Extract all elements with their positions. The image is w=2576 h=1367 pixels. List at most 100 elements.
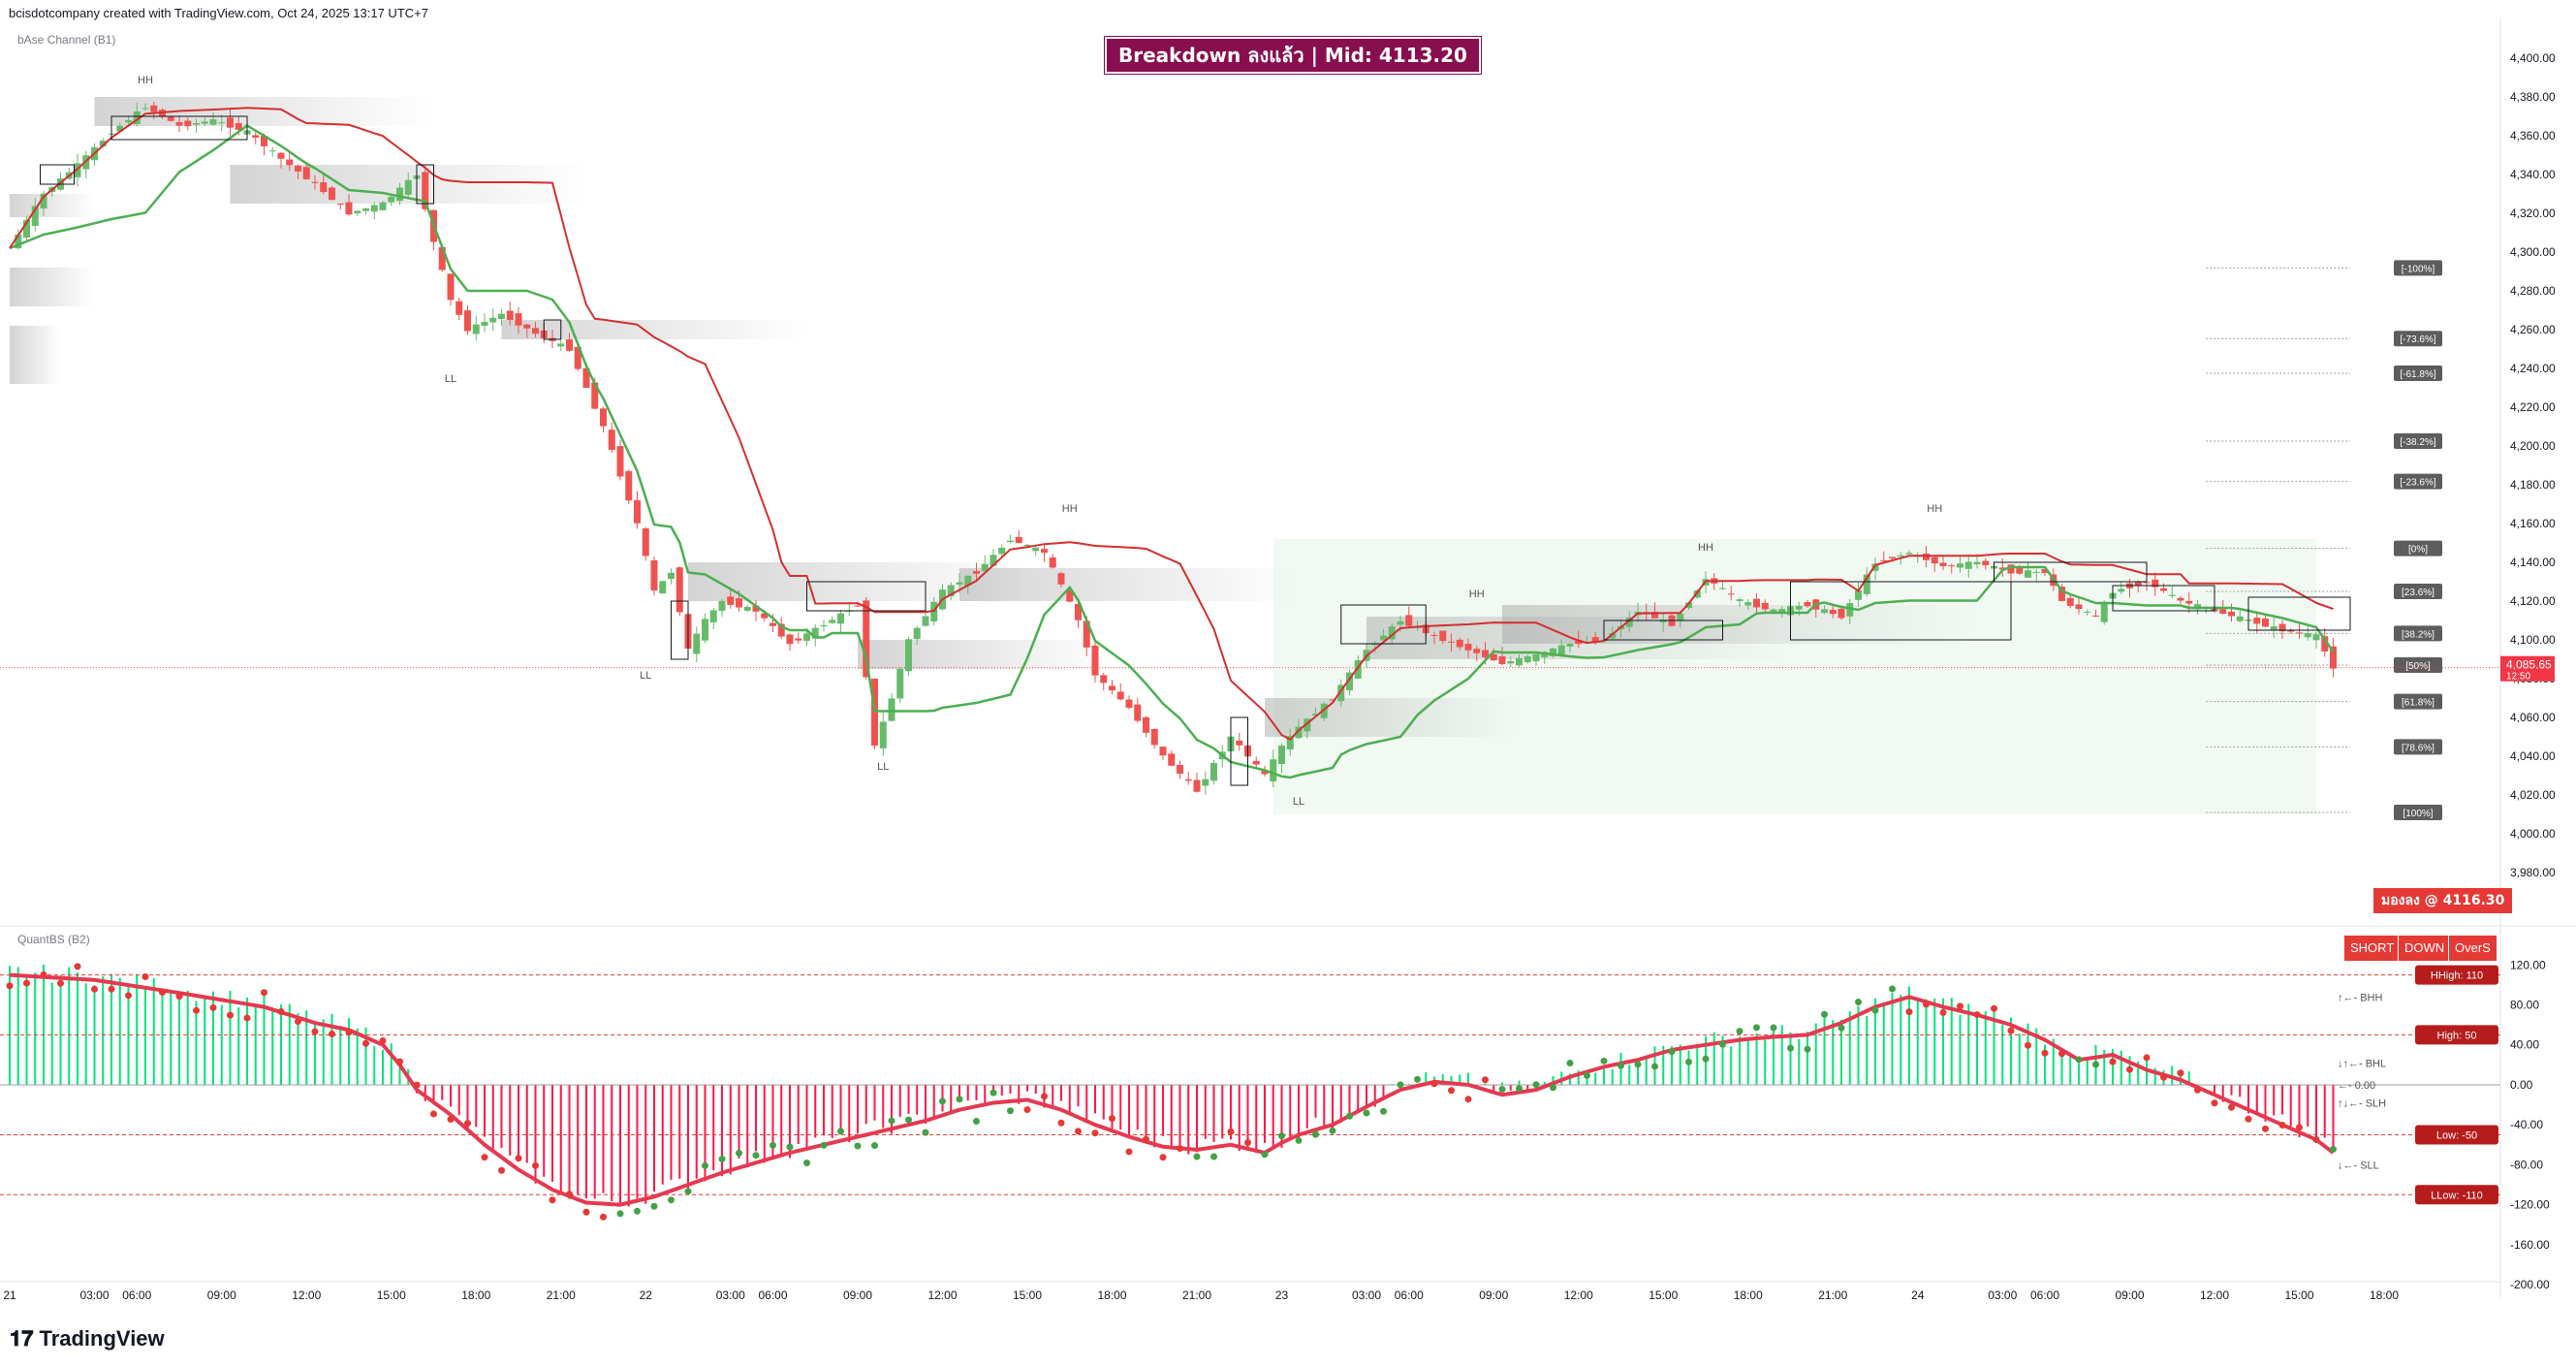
fib-level-tag	[2394, 540, 2442, 556]
fib-level-tag	[2394, 473, 2442, 490]
candle-bull	[209, 119, 217, 125]
oscillator-dot	[1871, 1006, 1879, 1014]
time-axis-label: 21	[3, 1288, 16, 1302]
oscillator-level-label: HHigh: 110	[2431, 970, 2483, 982]
candle-bear	[2219, 609, 2227, 615]
breakdown-banner: Breakdown ลงแล้ว | Mid: 4113.20	[1104, 36, 1482, 75]
oscillator-dot	[2007, 1027, 2015, 1034]
price-axis-tick: 4,120.00	[2510, 594, 2556, 608]
candle-bull	[837, 613, 844, 624]
oscillator-dot	[2092, 1061, 2099, 1068]
candle-bear	[2152, 579, 2159, 588]
oscillator-dot	[362, 1039, 369, 1047]
fib-level-label: [-61.8%]	[2400, 369, 2435, 380]
oscillator-dot	[227, 1011, 234, 1019]
candle-bull	[1337, 684, 1345, 702]
candle-bear	[1464, 644, 1472, 651]
oscillator-dot	[736, 1149, 742, 1157]
oscillator-dot	[1159, 1154, 1167, 1161]
oscillator-dot	[74, 963, 81, 970]
candle-bull	[1532, 653, 1540, 661]
candle-bear	[591, 382, 599, 409]
candle-bear	[1829, 610, 1837, 615]
candle-bull	[820, 624, 828, 627]
candle-bull	[659, 581, 667, 594]
oscillator-dot	[1329, 1127, 1336, 1134]
time-axis-label: 09:00	[843, 1288, 872, 1302]
candle-bear	[786, 634, 794, 645]
time-axis-label: 15:00	[2284, 1288, 2313, 1302]
candle-bull	[956, 582, 963, 585]
candle-bull	[1964, 561, 1972, 569]
fib-level-label: [38.2%]	[2402, 629, 2435, 640]
oscillator-dot	[1753, 1024, 1760, 1032]
candle-bear	[1727, 593, 1735, 595]
oscillator-level-label: LLow: -110	[2431, 1190, 2483, 1201]
candle-bull	[1566, 644, 1574, 647]
oscillator-dot	[1295, 1136, 1303, 1144]
bar-countdown: 12:50	[2506, 672, 2530, 683]
candle-bear	[973, 571, 980, 574]
oscillator-dot	[1177, 1144, 1183, 1152]
supply-demand-zone	[10, 326, 61, 384]
oscillator-dot	[2330, 1145, 2337, 1153]
candle-bear	[566, 339, 573, 351]
oscillator-dot	[175, 993, 183, 1001]
candle-bull	[668, 572, 675, 580]
fib-level-tag	[2394, 366, 2442, 381]
oscillator-dot	[1397, 1081, 1404, 1089]
price-axis-tick: 4,040.00	[2510, 749, 2556, 763]
candle-bear	[1761, 602, 1769, 610]
signal-short: SHORT	[2343, 935, 2402, 962]
candle-bear	[1252, 760, 1260, 765]
candle-bear	[2143, 582, 2151, 584]
candle-bear	[1057, 573, 1065, 585]
candle-bear	[1998, 567, 2006, 570]
candle-bear	[1193, 779, 1201, 792]
candle-bear	[336, 204, 344, 206]
candle-bull	[896, 668, 904, 699]
oscillator-dot	[57, 979, 64, 987]
candle-bull	[370, 205, 378, 212]
consolidation-box	[2247, 596, 2351, 631]
candle-bull	[888, 698, 895, 721]
swing-label: HH	[1698, 542, 1713, 554]
candle-bull	[811, 627, 819, 639]
oscillator-dot	[1380, 1107, 1387, 1115]
supply-demand-zone	[1265, 698, 1520, 737]
candle-bear	[1838, 608, 1845, 619]
candle-bull	[23, 220, 30, 238]
candle-bear	[1236, 740, 1243, 746]
fib-level-label: [-38.2%]	[2400, 437, 2435, 448]
current-price-tag	[2500, 655, 2555, 682]
swing-label: HH	[1469, 588, 1485, 600]
candle-bear	[2016, 566, 2024, 574]
oscillator-dot	[2025, 1041, 2031, 1049]
oscillator-dot	[973, 1117, 980, 1125]
candle-bull	[990, 555, 997, 566]
consolidation-box	[110, 115, 248, 141]
oscillator-axis-tick: 40.00	[2510, 1038, 2539, 1052]
candle-bear	[854, 605, 862, 607]
oscillator-dot	[2245, 1115, 2252, 1123]
candle-bear	[523, 324, 531, 329]
tradingview-logo[interactable]: 𝟏𝟕 TradingView	[10, 1326, 165, 1351]
oscillator-axis-tick: -40.00	[2510, 1118, 2543, 1131]
candle-bull	[388, 196, 395, 203]
candle-bull	[2168, 594, 2176, 596]
oscillator-dot	[125, 992, 132, 1000]
oscillator-dot	[379, 1036, 387, 1044]
candle-bear	[320, 182, 328, 193]
oscillator-dot	[1075, 1128, 1082, 1135]
oscillator-dot	[837, 1128, 844, 1135]
support-channel-line	[9, 123, 2335, 779]
oscillator-dot	[1041, 1093, 1048, 1100]
oscillator-dot	[1261, 1151, 1269, 1159]
candle-bear	[184, 120, 192, 127]
consolidation-box	[1994, 561, 2148, 583]
candle-bull	[998, 547, 1006, 555]
candle-bull	[2032, 571, 2040, 573]
candle-bear	[1066, 589, 1074, 602]
candle-bear	[1948, 565, 1956, 567]
